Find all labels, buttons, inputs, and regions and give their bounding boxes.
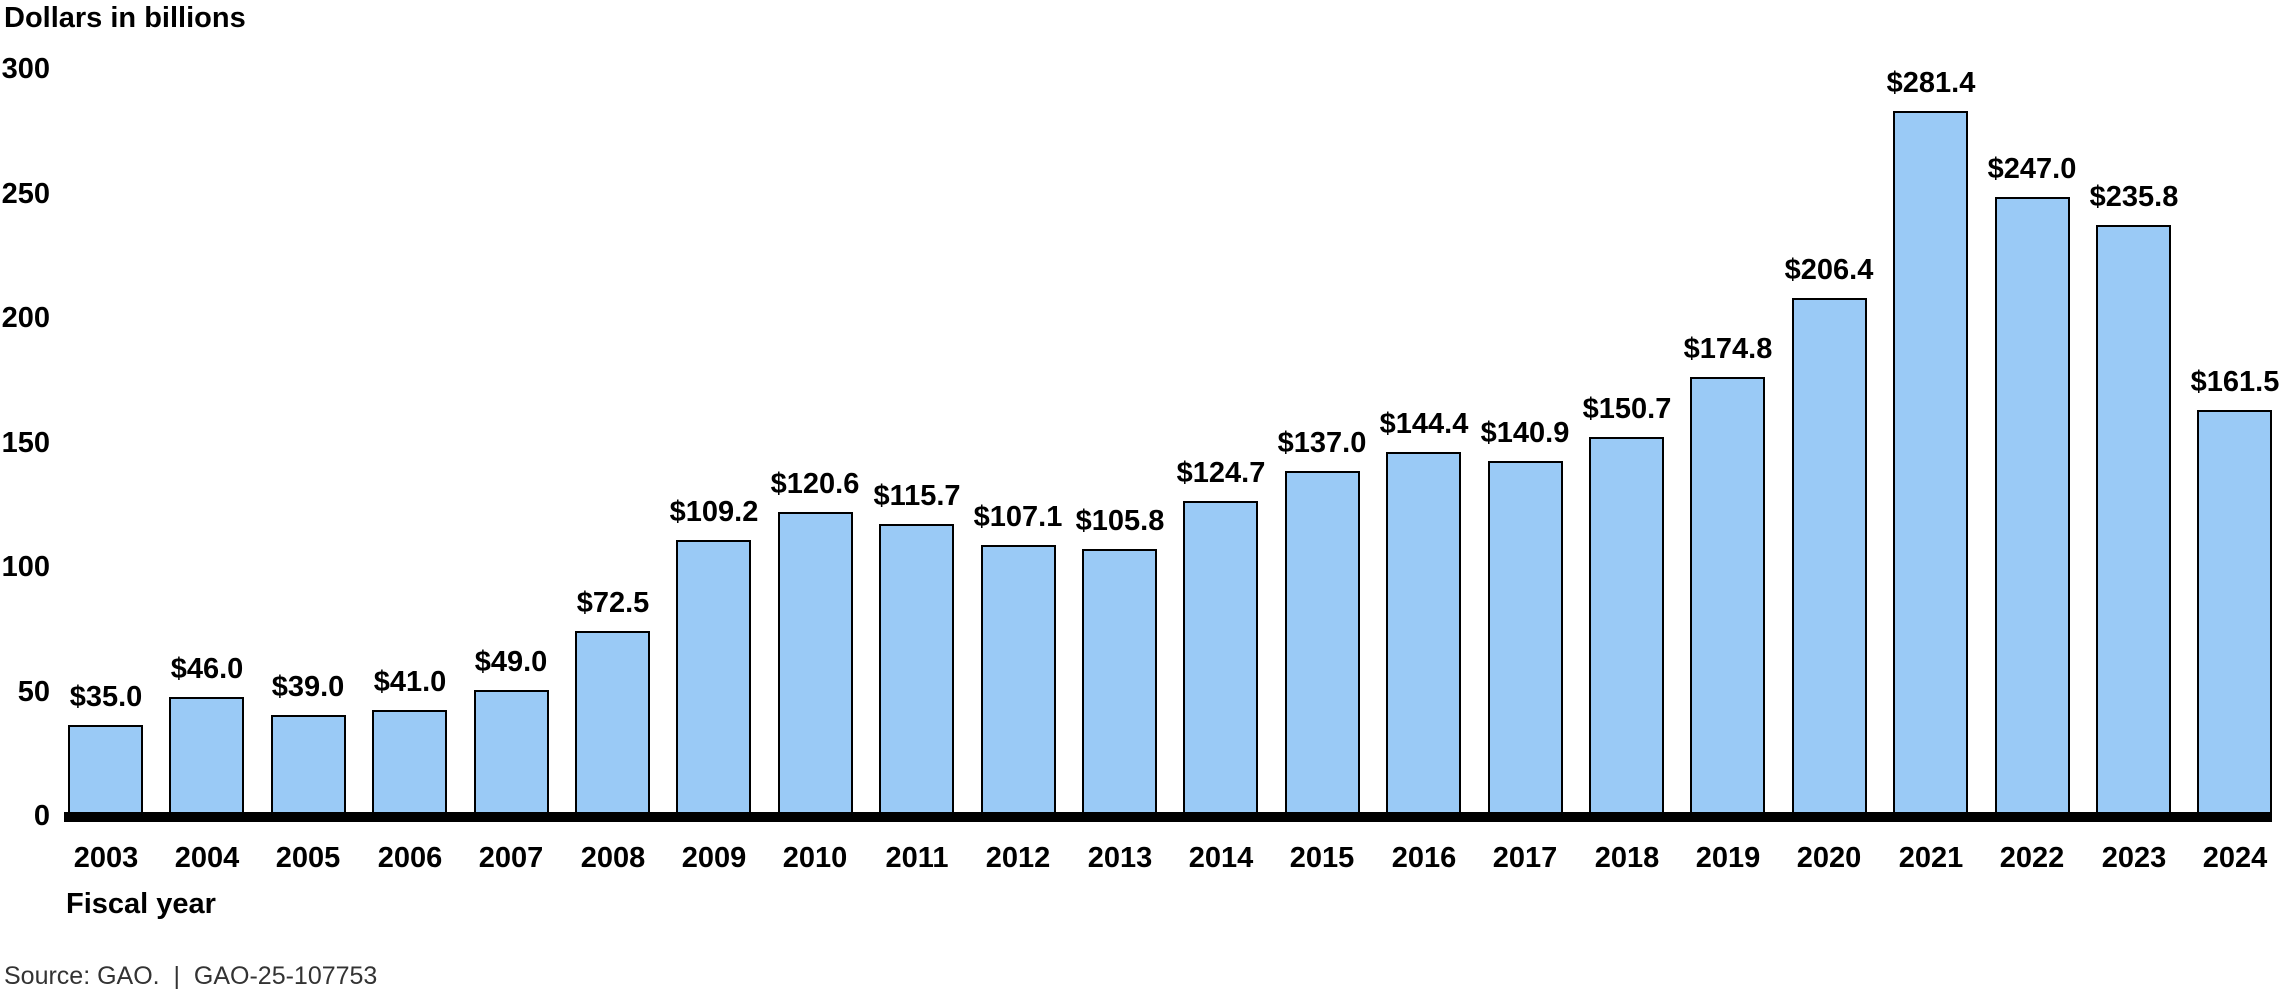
bar [1183, 501, 1258, 814]
x-tick-label: 2009 [681, 842, 747, 874]
y-tick-label: 250 [1, 177, 50, 210]
x-tick-label: 2017 [1492, 842, 1558, 874]
bar [1690, 377, 1765, 814]
x-tick-label: 2015 [1289, 842, 1355, 874]
bar-value-label: $105.8 [1075, 505, 1165, 537]
x-tick-label: 2016 [1391, 842, 1457, 874]
x-tick-label: 2011 [885, 842, 949, 874]
bar [271, 715, 346, 814]
x-tick-label: 2020 [1796, 842, 1862, 874]
bar [2096, 225, 2171, 814]
bar-value-label: $235.8 [2089, 181, 2179, 213]
y-tick-label: 100 [1, 551, 50, 583]
bar-value-label: $107.1 [973, 501, 1063, 533]
x-tick-label: 2022 [1999, 842, 2065, 874]
bar [1589, 437, 1664, 814]
bar [1488, 461, 1563, 814]
x-tick-label: 2019 [1695, 842, 1761, 874]
bar [2197, 410, 2272, 814]
bar-value-label: $206.4 [1784, 254, 1874, 286]
bar [1995, 197, 2070, 814]
x-tick-label: 2018 [1594, 842, 1660, 874]
y-tick-label: 50 [17, 675, 50, 708]
bar [68, 725, 143, 814]
bar-value-label: $124.7 [1176, 457, 1266, 489]
x-axis-title: Fiscal year [66, 888, 216, 920]
y-tick-label: 200 [1, 302, 50, 334]
bar-value-label: $161.5 [2190, 366, 2280, 398]
bar-value-label: $35.0 [69, 681, 143, 713]
x-tick-label: 2005 [275, 842, 341, 874]
bar [676, 540, 751, 814]
bar [1386, 452, 1461, 814]
bar [778, 512, 853, 814]
bar [1082, 549, 1157, 814]
bar-value-label: $247.0 [1987, 153, 2077, 185]
x-tick-label: 2004 [174, 842, 240, 874]
bar [169, 697, 244, 814]
x-tick-label: 2003 [73, 842, 139, 874]
y-tick-label: 300 [1, 53, 50, 85]
x-tick-label: 2010 [782, 842, 848, 874]
bar [474, 690, 549, 814]
bar-value-label: $109.2 [669, 496, 759, 528]
x-tick-label: 2021 [1898, 842, 1964, 874]
bar [1792, 298, 1867, 814]
bar-value-label: $137.0 [1277, 427, 1367, 459]
x-axis-line [64, 812, 2272, 822]
bar-value-label: $39.0 [271, 671, 345, 703]
bar-value-label: $49.0 [474, 646, 548, 678]
bar-value-label: $72.5 [576, 587, 650, 619]
chart-title: Dollars in billions [4, 2, 246, 34]
bar-value-label: $46.0 [170, 653, 244, 685]
bar-value-label: $41.0 [373, 666, 447, 698]
x-tick-label: 2007 [478, 842, 544, 874]
x-tick-label: 2013 [1087, 842, 1153, 874]
x-tick-label: 2014 [1188, 842, 1254, 874]
x-tick-label: 2023 [2101, 842, 2167, 874]
bar-value-label: $150.7 [1582, 393, 1672, 425]
bar [575, 631, 650, 814]
bar-value-label: $144.4 [1379, 408, 1469, 440]
bar [1893, 111, 1968, 814]
y-tick-label: 0 [33, 800, 50, 832]
bar [1285, 471, 1360, 814]
x-tick-label: 2006 [377, 842, 443, 874]
bar [879, 524, 954, 814]
x-tick-label: 2012 [985, 842, 1051, 874]
bar-value-label: $115.7 [873, 480, 961, 512]
bar-value-label: $174.8 [1683, 333, 1773, 365]
bar [981, 545, 1056, 814]
bar-value-label: $140.9 [1480, 417, 1570, 449]
x-tick-label: 2024 [2202, 842, 2268, 874]
source-note: Source: GAO. | GAO-25-107753 [4, 962, 378, 990]
bar-value-label: $281.4 [1886, 67, 1976, 99]
y-tick-label: 150 [1, 426, 50, 459]
bar-value-label: $120.6 [770, 468, 860, 500]
x-tick-label: 2008 [580, 842, 646, 874]
bar [372, 710, 447, 814]
